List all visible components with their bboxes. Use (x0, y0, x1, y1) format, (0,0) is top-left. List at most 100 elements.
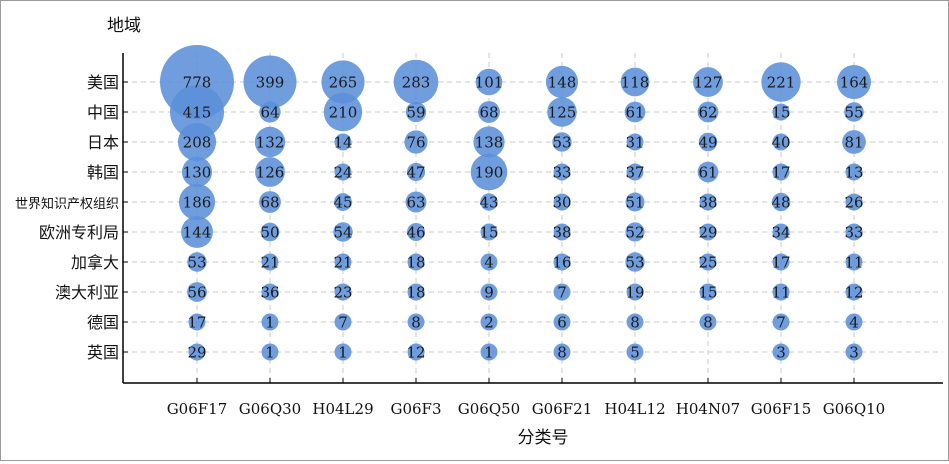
bubble-value-label: 164 (840, 74, 869, 92)
bubble-value-label: 2 (484, 314, 494, 332)
bubble-value-label: 38 (698, 194, 717, 212)
bubble (334, 163, 352, 181)
bubble-value-label: 1 (265, 314, 275, 332)
bubble-value-label: 1 (265, 344, 275, 362)
bubble-value-label: 17 (187, 314, 206, 332)
bubble (626, 133, 644, 151)
bubble (626, 343, 644, 361)
bubble (547, 97, 577, 127)
column-label: H04L12 (604, 400, 665, 418)
row-label: 日本 (87, 133, 119, 152)
bubble-value-label: 17 (771, 164, 790, 182)
bubble-value-label: 53 (187, 254, 206, 272)
bubble-value-label: 61 (698, 164, 717, 182)
bubble-value-label: 125 (548, 104, 577, 122)
bubble-value-label: 101 (475, 74, 504, 92)
bubble-value-label: 29 (187, 344, 206, 362)
bubble-value-label: 53 (552, 134, 571, 152)
grid-lines (123, 53, 943, 383)
bubble-value-label: 7 (557, 284, 567, 302)
bubble-value-label: 59 (406, 104, 425, 122)
bubble (478, 101, 500, 123)
bubble (699, 193, 717, 211)
row-label: 世界知识产权组织 (15, 196, 119, 212)
bubble (699, 283, 717, 301)
bubble (333, 222, 353, 242)
bubble-value-label: 16 (552, 254, 571, 272)
bubble (407, 313, 425, 331)
bubble (552, 132, 572, 152)
axes (122, 53, 943, 384)
bubble-value-label: 19 (625, 284, 644, 302)
row-label: 澳大利亚 (55, 283, 119, 302)
bubble-value-label: 33 (552, 164, 571, 182)
bubble (255, 157, 285, 187)
bubble-value-label: 148 (548, 74, 577, 92)
bubble (470, 153, 508, 191)
bubble-value-label: 8 (630, 314, 640, 332)
bubble-value-label: 23 (333, 284, 352, 302)
bubble-value-label: 25 (698, 254, 717, 272)
bubble (772, 133, 790, 151)
bubble (188, 313, 206, 331)
bubble (845, 253, 863, 271)
bubble-value-label: 55 (844, 104, 863, 122)
bubble (178, 183, 216, 221)
bubble-value-label: 132 (256, 134, 285, 152)
bubble-value-label: 33 (844, 224, 863, 242)
bubble (845, 163, 863, 181)
bubble-value-label: 4 (849, 314, 859, 332)
bubble (480, 193, 498, 211)
column-label: G06Q30 (239, 400, 301, 418)
bubble (407, 343, 425, 361)
bubble (188, 343, 206, 361)
column-label: G06F17 (167, 400, 228, 418)
bubble (837, 65, 871, 99)
bubble-value-label: 190 (475, 164, 504, 182)
bubble (181, 156, 213, 188)
bubble (334, 343, 352, 361)
bubble (260, 222, 280, 242)
bubble (845, 313, 863, 331)
bubble (625, 252, 645, 272)
bubble-value-label: 13 (844, 164, 863, 182)
bubble (475, 68, 503, 96)
column-label: G06F21 (532, 400, 593, 418)
bubble (480, 253, 498, 271)
bubble (407, 223, 425, 241)
bubble-value-label: 47 (406, 164, 425, 182)
bubble-value-label: 52 (625, 224, 644, 242)
bubble-value-label: 5 (630, 344, 640, 362)
bubble (693, 67, 723, 97)
bubble-value-label: 46 (406, 224, 425, 242)
bubble (772, 163, 790, 181)
bubble-value-label: 38 (552, 224, 571, 242)
bubble (480, 283, 498, 301)
bubble-value-label: 30 (552, 194, 571, 212)
bubble (334, 253, 352, 271)
bubble (625, 222, 645, 242)
bubble-value-label: 1 (484, 344, 494, 362)
bubble-value-label: 63 (406, 194, 425, 212)
bubble-value-label: 127 (694, 74, 723, 92)
bubble-value-label: 18 (406, 254, 425, 272)
bubble (480, 313, 498, 331)
bubble-value-label: 34 (771, 224, 790, 242)
bubble (845, 343, 863, 361)
x-axis-title: 分类号 (518, 428, 569, 448)
bubble (771, 192, 791, 212)
bubble-value-label: 64 (260, 104, 279, 122)
bubble (480, 223, 498, 241)
bubble (699, 223, 717, 241)
bubble-value-label: 4 (484, 254, 494, 272)
bubble-value-label: 208 (183, 134, 212, 152)
bubble (553, 313, 571, 331)
bubble-value-label: 399 (256, 74, 285, 92)
bubble (626, 313, 644, 331)
bubble-value-label: 24 (333, 164, 352, 182)
bubble-value-label: 3 (849, 344, 859, 362)
bubble-value-label: 8 (411, 314, 421, 332)
bubble-value-label: 126 (256, 164, 285, 182)
bubble-value-label: 53 (625, 254, 644, 272)
